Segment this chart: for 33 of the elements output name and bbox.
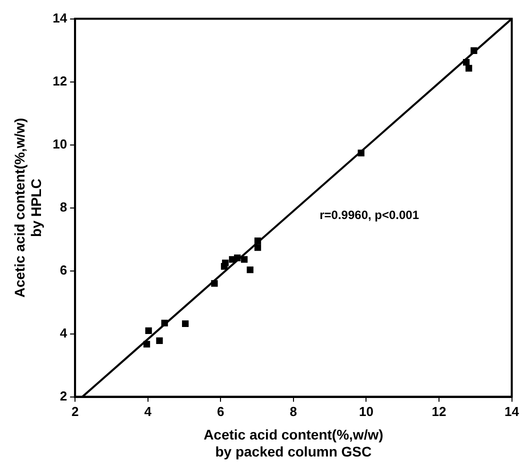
y-tick-label: 2: [60, 388, 68, 404]
point: [143, 340, 150, 348]
x-tick-label: 4: [144, 404, 152, 420]
y-tick-label: 10: [52, 136, 68, 152]
y-tick-label: 14: [52, 10, 68, 26]
point: [161, 320, 168, 326]
x-axis-title: Acetic acid content(%,w/w) by packed column GSC: [204, 426, 384, 460]
point: [466, 64, 472, 72]
y-tick-label: 6: [60, 262, 68, 278]
point: [254, 238, 262, 244]
point: [246, 266, 254, 274]
x-tick-label: 14: [504, 404, 520, 420]
point: [145, 327, 152, 334]
annotation: r=0.9960, p<0.001: [320, 208, 420, 222]
point: [222, 260, 229, 266]
x-tick-label: 10: [358, 404, 374, 420]
x-tick-label: 2: [71, 404, 79, 420]
point: [156, 337, 163, 344]
y-tick-label: 12: [52, 73, 68, 88]
point: [211, 280, 218, 287]
point: [462, 58, 470, 66]
point: [254, 244, 262, 251]
x-tick-label: 12: [432, 404, 446, 420]
y-axis-title: Acetic acid content(%,w/w) by HPLC: [11, 118, 44, 298]
y-tick-label: 8: [60, 199, 68, 214]
point: [234, 254, 241, 262]
x-tick-label: 8: [290, 404, 298, 420]
x-tick-label: 6: [217, 404, 224, 420]
point: [358, 150, 364, 156]
y-tick-label: 4: [60, 325, 68, 340]
point: [182, 320, 189, 328]
point: [470, 47, 478, 54]
point: [240, 256, 248, 263]
